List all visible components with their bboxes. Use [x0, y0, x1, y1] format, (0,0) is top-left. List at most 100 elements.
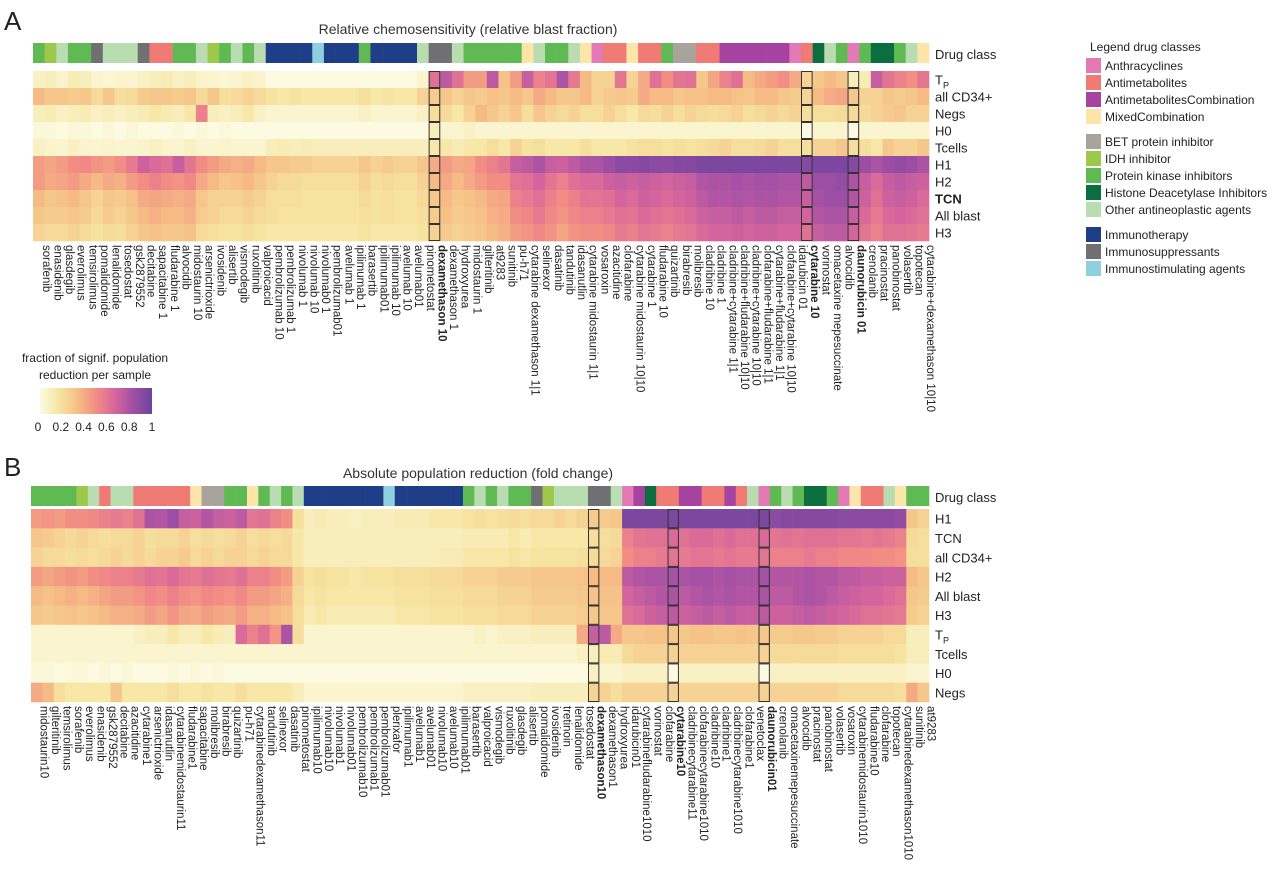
heatmap-cell — [719, 190, 732, 208]
heatmap-cell — [405, 122, 418, 140]
heatmap-cell — [121, 682, 134, 703]
heatmap-cell — [372, 663, 384, 683]
heatmap-cell — [485, 528, 498, 548]
heatmap-cell — [190, 663, 202, 683]
heatmap-cell — [533, 207, 546, 225]
highlight-outline — [801, 190, 813, 207]
heatmap-cell — [508, 644, 521, 664]
heatmap-cell — [114, 122, 127, 140]
heatmap-cell — [195, 190, 208, 208]
heatmap-cell — [707, 139, 720, 157]
heatmap-cell — [510, 173, 523, 191]
heatmap-cell — [498, 71, 511, 89]
drug-class-legend: Legend drug classes AnthracyclinesAntime… — [1086, 40, 1267, 276]
heatmap-cell — [917, 547, 930, 568]
heatmap-cell — [568, 122, 581, 140]
column-label: midostaurin 1 — [470, 245, 482, 314]
heatmap-cell — [603, 105, 616, 123]
heatmap-cell — [859, 224, 872, 242]
heatmap-cell — [803, 547, 816, 568]
heatmap-cell — [521, 156, 534, 174]
heatmap-cell — [451, 605, 464, 626]
heatmap-cell — [224, 509, 236, 529]
heatmap-cell — [358, 122, 371, 140]
highlight-outline — [428, 139, 441, 156]
highlight-outline — [758, 586, 770, 606]
heatmap-cell — [838, 644, 850, 664]
heatmap-cell — [678, 547, 691, 568]
heatmap-cell — [358, 173, 371, 191]
heatmap-cell — [766, 105, 779, 123]
heatmap-cell — [684, 139, 697, 157]
column-label: cytarabine+fludarabine 1|1 — [773, 245, 785, 381]
heatmap-cell — [521, 139, 534, 157]
heatmap-cell — [114, 207, 127, 225]
heatmap-cell — [533, 88, 546, 106]
heatmap-cell — [485, 644, 498, 664]
heatmap-cell — [137, 207, 150, 225]
class-cell — [326, 486, 339, 506]
class-cell — [731, 43, 744, 63]
heatmap-cell — [870, 156, 883, 174]
heatmap-cell — [133, 547, 145, 568]
heatmap-cell — [289, 173, 301, 191]
heatmap-cell — [31, 566, 43, 587]
heatmap-cell — [269, 644, 282, 664]
class-cell — [824, 43, 837, 63]
heatmap-cell — [656, 528, 668, 548]
heatmap-cell — [824, 190, 837, 208]
heatmap-cell — [508, 509, 521, 529]
heatmap-cell — [826, 509, 839, 529]
heatmap-cell — [894, 682, 907, 703]
heatmap-cell — [556, 71, 569, 89]
heatmap-cell — [258, 624, 271, 645]
heatmap-cell — [565, 586, 577, 606]
heatmap-cell — [542, 644, 555, 664]
heatmap-cell — [587, 644, 600, 664]
heatmap-cell — [906, 566, 918, 587]
heatmap-cell — [633, 547, 646, 568]
heatmap-cell — [383, 682, 396, 703]
heatmap-cell — [172, 71, 185, 89]
legend-label: AntimetabolitesCombination — [1105, 93, 1254, 107]
highlight-outline — [801, 173, 813, 190]
heatmap-cell — [156, 605, 168, 626]
heatmap-cell — [172, 207, 185, 225]
heatmap-cell — [289, 207, 301, 225]
heatmap-cell — [300, 105, 313, 123]
heatmap-cell — [556, 105, 569, 123]
heatmap-cell — [591, 71, 604, 89]
heatmap-cell — [360, 586, 373, 606]
heatmap-cell — [678, 624, 691, 645]
heatmap-cell — [312, 71, 325, 89]
heatmap-cell — [742, 105, 755, 123]
heatmap-cell — [883, 624, 896, 645]
heatmap-cell — [417, 509, 430, 529]
column-label: vosaroxin — [845, 706, 857, 755]
heatmap-cell — [622, 663, 634, 683]
heatmap-cell — [860, 509, 873, 529]
heatmap-cell — [835, 139, 848, 157]
heatmap-cell — [161, 207, 173, 225]
class-cell — [644, 486, 657, 506]
heatmap-cell — [860, 547, 873, 568]
heatmap-cell — [754, 173, 767, 191]
class-cell — [315, 486, 327, 506]
heatmap-cell — [678, 586, 691, 606]
heatmap-cell — [847, 190, 860, 208]
heatmap-cell — [849, 547, 862, 568]
class-cell — [235, 486, 248, 506]
heatmap-cell — [789, 122, 802, 140]
heatmap-cell — [622, 509, 634, 529]
heatmap-cell — [300, 207, 313, 225]
class-cell — [405, 43, 418, 63]
heatmap-cell — [133, 644, 145, 664]
heatmap-cell — [195, 224, 208, 242]
heatmap-cell — [360, 624, 373, 645]
heatmap-cell — [87, 528, 100, 548]
heatmap-cell — [337, 586, 350, 606]
heatmap-cell — [673, 71, 685, 89]
heatmap-cell — [292, 682, 305, 703]
heatmap-cell — [42, 586, 55, 606]
